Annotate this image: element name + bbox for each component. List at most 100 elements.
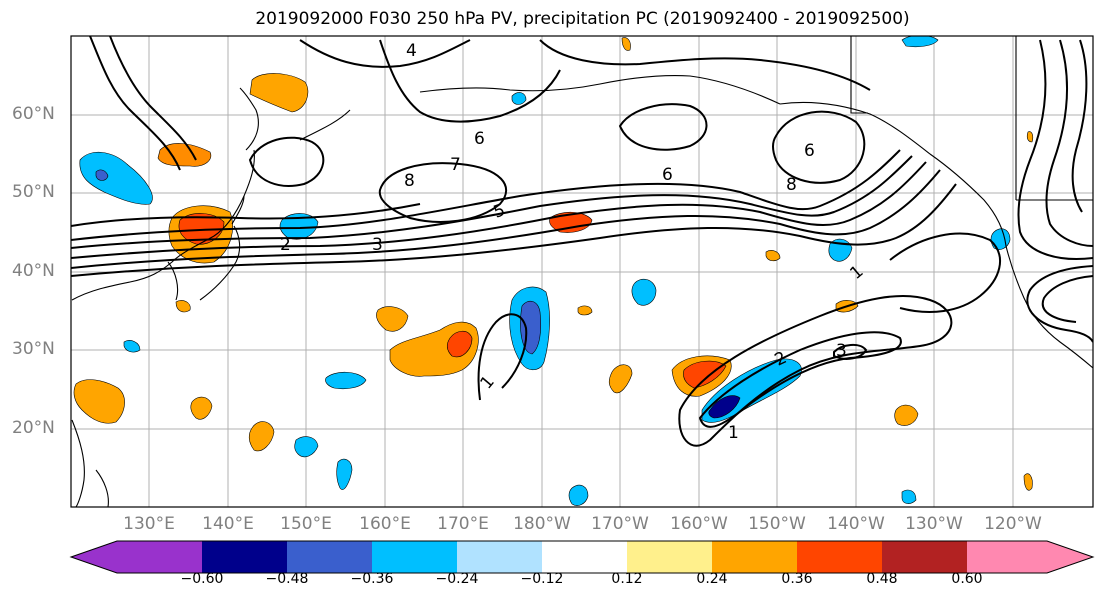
pv-contour <box>1071 39 1088 213</box>
colorbar-tick-label: −0.24 <box>435 571 479 587</box>
colorbar-tick-label: −0.12 <box>520 571 564 587</box>
precip-patch-negative-core <box>708 395 741 419</box>
colorbar-tick-label: −0.48 <box>265 571 309 587</box>
lat-label: 50°N <box>12 182 55 202</box>
contour-label: 7 <box>450 155 461 175</box>
pv-contour <box>772 110 866 184</box>
pv-contour <box>618 103 708 151</box>
contour-label: 6 <box>474 129 485 149</box>
contour-label: 4 <box>406 41 417 61</box>
lon-label: 140°W <box>827 514 885 534</box>
lon-label: 120°W <box>984 514 1042 534</box>
lon-label: 160°W <box>670 514 728 534</box>
precip-patch-positive <box>765 250 781 262</box>
colorbar-segment <box>967 541 1047 573</box>
colorbar-tick-label: −0.36 <box>350 571 394 587</box>
lat-label: 30°N <box>12 339 55 359</box>
colorbar-tick-label: −0.60 <box>180 571 224 587</box>
pv-contour <box>698 331 902 428</box>
contour-label: 8 <box>786 175 797 195</box>
aleutian-islands <box>419 74 781 105</box>
contour-label: 1 <box>728 423 739 443</box>
precip-patch-negative <box>325 371 367 390</box>
lon-label: 160°E <box>359 514 411 534</box>
precip-patch-positive <box>248 421 275 452</box>
colorbar-tick-label: 0.48 <box>866 571 898 587</box>
contour-label: 8 <box>404 171 415 191</box>
pv-contours <box>71 36 1093 447</box>
colorbar-under-extend <box>71 541 117 573</box>
contour-label: 6 <box>662 165 673 185</box>
contour-labels: 1 1 1 2 2 3 3 4 5 6 6 6 7 8 8 <box>280 41 868 443</box>
pv-contour <box>71 183 957 277</box>
precip-patch-positive <box>894 404 919 426</box>
contour-label: 3 <box>836 341 847 361</box>
kamchatka-coastline <box>239 87 351 151</box>
korea-japan-coastline <box>167 195 245 301</box>
pv-contour <box>378 162 507 223</box>
pv-contour <box>477 313 528 401</box>
precipitation-patches <box>73 36 1034 506</box>
pv-contour <box>89 36 181 171</box>
precip-patch-positive <box>73 379 125 424</box>
pv-contour <box>71 169 941 269</box>
pv-contour <box>1041 275 1093 323</box>
pv-contour <box>71 203 421 227</box>
taiwan-philippines-coast <box>71 419 109 507</box>
lon-label: 140°E <box>202 514 254 534</box>
pv-contour <box>71 155 913 249</box>
pv-contour <box>1017 39 1093 260</box>
colorbar-tick-label: 0.36 <box>781 571 813 587</box>
lat-label: 40°N <box>12 261 55 281</box>
lon-label: 130°E <box>123 514 175 534</box>
precip-patch-negative <box>123 340 141 353</box>
lat-label: 60°N <box>12 104 55 124</box>
precip-patch-positive <box>549 211 593 233</box>
pv-contour <box>539 39 871 91</box>
precip-patch-negative <box>511 92 527 105</box>
colorbar-segment <box>202 541 287 573</box>
lon-label: 170°W <box>591 514 649 534</box>
precip-patch-positive <box>157 143 212 167</box>
precip-patch-negative <box>294 436 319 458</box>
map-gridlines <box>71 36 1093 507</box>
precip-patch-positive <box>175 300 191 313</box>
pv-contour <box>379 39 561 123</box>
colorbar-segment <box>882 541 967 573</box>
contour-label: 2 <box>280 235 291 255</box>
colorbar-over-extend <box>1047 541 1093 573</box>
north-america-border <box>850 36 1093 201</box>
colorbar <box>69 540 1095 574</box>
map-frame <box>70 35 1094 508</box>
pv-contour <box>1045 39 1093 247</box>
precip-patch-negative <box>336 458 353 490</box>
lon-label: 150°W <box>748 514 806 534</box>
precip-patch-positive <box>577 305 593 316</box>
lon-label: 180°W <box>513 514 571 534</box>
colorbar-segment <box>457 541 542 573</box>
lat-label: 20°N <box>12 418 55 438</box>
precip-patch-strong <box>446 330 473 358</box>
precip-patch-negative <box>79 152 153 205</box>
asia-coastline <box>71 149 255 301</box>
lon-label: 130°W <box>905 514 963 534</box>
colorbar-segment <box>287 541 372 573</box>
pv-contour <box>889 232 1001 313</box>
pv-contour <box>248 136 325 187</box>
precip-patch-negative <box>568 484 589 506</box>
colorbar-segment <box>542 541 627 573</box>
colorbar-segment <box>117 541 202 573</box>
precip-patch-strong <box>683 360 727 389</box>
pv-contour <box>71 149 901 241</box>
alaska-coastline <box>779 101 1093 369</box>
pv-contour <box>678 294 953 447</box>
page-title: 2019092000 F030 250 hPa PV, precipitatio… <box>255 9 910 29</box>
pv-contour <box>1026 265 1093 343</box>
colorbar-segment <box>712 541 797 573</box>
precip-patch-positive <box>190 396 213 420</box>
colorbar-tick-label: 0.60 <box>951 571 983 587</box>
precip-patch-negative <box>901 489 917 504</box>
pv-contour <box>833 344 868 360</box>
precip-patch-positive <box>249 73 309 113</box>
